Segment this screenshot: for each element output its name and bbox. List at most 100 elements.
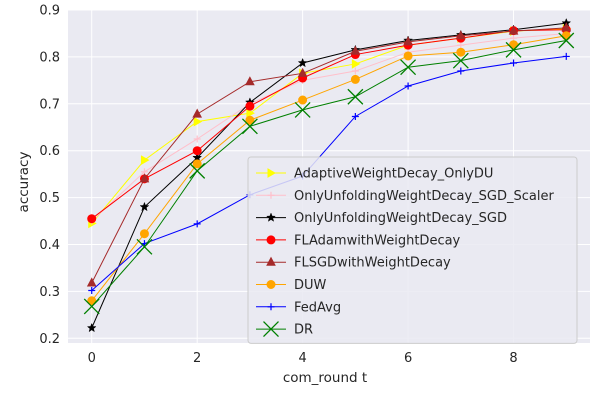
data-point: [297, 67, 308, 77]
legend-label: OnlyUnfoldingWeightDecay_SGD: [294, 211, 507, 226]
legend-entry: DUW: [256, 278, 327, 293]
data-point: [86, 277, 97, 287]
data-point: [505, 41, 522, 58]
data-point: [189, 162, 206, 179]
data-point: [87, 214, 97, 224]
data-point: [192, 108, 203, 118]
data-point: [351, 112, 359, 120]
y-tick-label: 0.4: [39, 238, 60, 253]
data-point: [350, 45, 361, 55]
legend-label: AdaptiveWeightDecay_OnlyDU: [294, 167, 493, 182]
legend-entry: AdaptiveWeightDecay_OnlyDU: [256, 167, 493, 182]
data-point: [139, 201, 150, 212]
tick-labels: 0.2 0.3 0.4 0.5 0.6 0.7 0.8 0.9 0 2 4 6 8: [39, 4, 517, 367]
data-point: [510, 59, 518, 67]
legend-marker: [266, 280, 276, 289]
y-tick-label: 0.5: [39, 191, 60, 206]
data-point: [562, 52, 570, 60]
data-point: [351, 67, 359, 75]
y-tick-label: 0.9: [39, 4, 60, 19]
legend-label: DUW: [294, 278, 327, 293]
data-point: [245, 101, 255, 111]
x-tick-label: 2: [193, 351, 201, 366]
series-line: [91, 27, 567, 284]
y-tick-label: 0.3: [39, 285, 60, 300]
data-point: [88, 286, 96, 294]
x-axis-title: com_round t: [283, 370, 367, 386]
data-point: [192, 146, 202, 156]
x-tick-label: 6: [404, 351, 412, 366]
data-point: [347, 88, 364, 105]
y-tick-label: 0.2: [39, 332, 60, 347]
data-point: [558, 32, 575, 49]
data-point: [457, 67, 465, 75]
legend-marker: [266, 235, 276, 245]
legend-label: FLAdamwithWeightDecay: [294, 233, 461, 248]
series-line: [91, 35, 567, 302]
data-point: [298, 95, 308, 105]
legend-marker: [266, 212, 276, 222]
data-point: [83, 298, 100, 315]
data-point: [245, 76, 255, 86]
data-point: [400, 59, 417, 76]
data-point: [350, 74, 360, 84]
data-point: [297, 57, 308, 68]
x-tick-label: 4: [298, 351, 306, 366]
legend-label: OnlyUnfoldingWeightDecay_SGD_Scaler: [294, 189, 554, 204]
series-line: [91, 55, 567, 291]
data-point: [404, 82, 412, 90]
data-point: [561, 22, 572, 32]
legend-marker: [267, 168, 277, 178]
data-point: [139, 173, 150, 183]
data-point: [87, 296, 97, 306]
legend-entry: OnlyUnfoldingWeightDecay_SGD: [256, 211, 507, 226]
data-point: [136, 238, 153, 255]
legend-marker: [267, 303, 275, 311]
x-tick-label: 8: [509, 351, 517, 366]
legend-marker: [263, 321, 279, 338]
data-point: [403, 51, 413, 61]
series-line: [91, 22, 567, 329]
legend-label: DR: [294, 323, 313, 338]
data-point: [456, 47, 466, 57]
data-point: [140, 155, 150, 165]
series-line: [91, 32, 567, 222]
series-line: [91, 29, 567, 220]
legend-entry: FedAvg: [256, 300, 341, 315]
legend-marker: [267, 191, 275, 199]
data-point: [403, 36, 413, 46]
data-point: [192, 159, 202, 169]
data-point: [139, 229, 149, 239]
legend-entry: FLAdamwithWeightDecay: [256, 233, 461, 248]
data-point: [193, 116, 203, 127]
legend: AdaptiveWeightDecay_OnlyDU OnlyUnfoldingW…: [247, 156, 578, 344]
series-duw: [87, 31, 571, 306]
data-point: [294, 101, 311, 118]
data-point: [245, 115, 255, 125]
legend-label: FedAvg: [294, 300, 341, 315]
data-point: [509, 40, 519, 50]
data-point: [193, 135, 201, 143]
data-point: [246, 108, 255, 119]
legend-box: [247, 156, 578, 344]
legend-entry: FLSGDwithWeightDecay: [256, 256, 451, 271]
y-tick-label: 0.8: [39, 50, 60, 65]
data-point: [508, 25, 519, 35]
data-point: [351, 59, 361, 69]
data-point: [241, 118, 258, 135]
data-point: [455, 30, 466, 40]
data-point: [457, 41, 465, 49]
y-tick-label: 0.6: [39, 144, 60, 159]
data-point: [86, 322, 97, 333]
data-point: [193, 220, 201, 228]
y-tick-label: 0.7: [39, 97, 60, 112]
legend-label: FLSGDwithWeightDecay: [294, 256, 451, 271]
series-line: [91, 39, 567, 307]
y-axis-title: accuracy: [16, 152, 32, 213]
x-tick-label: 0: [88, 351, 96, 366]
legend-marker: [266, 256, 276, 266]
legend-entry: OnlyUnfoldingWeightDecay_SGD_Scaler: [256, 189, 554, 204]
series-flsgdwithweightdecay: [86, 22, 572, 287]
series-dr: [83, 32, 575, 315]
